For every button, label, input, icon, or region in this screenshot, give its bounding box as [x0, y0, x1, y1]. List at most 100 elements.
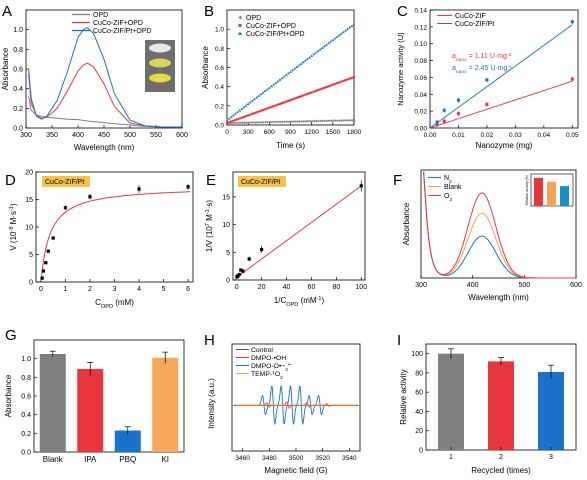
- x-tick-label: 300: [243, 129, 254, 136]
- data-point: [318, 48, 322, 51]
- data-point: [267, 86, 271, 89]
- data-point: [442, 119, 446, 123]
- data-point: [250, 121, 254, 124]
- x-tick-label: 60: [308, 284, 316, 291]
- data-point: [293, 97, 296, 100]
- x-axis-label: Wavelength (nm): [74, 143, 135, 152]
- x-tick-label: 0.02: [481, 132, 494, 139]
- y-tick-label: 0.08: [414, 58, 427, 65]
- y-tick-label: 0.0: [21, 450, 31, 457]
- data-point: [246, 102, 250, 105]
- legend-entry: OPD: [93, 12, 108, 19]
- data-point: [310, 91, 313, 94]
- panel-F: 300 400 500 600 Wavelength (nm) Absorbance N2B…: [402, 169, 582, 302]
- data-point: [303, 119, 307, 123]
- data-point: [268, 106, 271, 109]
- data-point: [242, 115, 246, 119]
- x-tick-label: 300: [20, 132, 32, 139]
- y-tick-label: 0.0: [13, 126, 23, 133]
- y-tick-label: 5: [29, 252, 33, 259]
- x-tick-label: 5: [162, 286, 166, 293]
- data-point: [46, 249, 50, 253]
- data-point: [308, 119, 311, 123]
- data-point: [350, 76, 353, 79]
- data-point: [302, 94, 305, 97]
- data-point: [299, 62, 303, 65]
- legend-entry: Control: [251, 347, 273, 354]
- data-point: [238, 117, 241, 120]
- data-point: [346, 118, 349, 122]
- y-tick-label: 0.8: [13, 47, 23, 54]
- x-tick-label: 400: [72, 132, 84, 139]
- data-point: [236, 118, 239, 121]
- data-point: [335, 119, 339, 122]
- data-point: [227, 117, 231, 120]
- legend-entry: CuCo-ZIF/Pt+OPD: [246, 31, 305, 38]
- y-tick-label: 0: [419, 448, 423, 455]
- x-tick-label: 0.04: [538, 132, 551, 139]
- data-point: [241, 269, 245, 273]
- data-point: [186, 185, 190, 189]
- x-tick-label: 0: [225, 129, 229, 136]
- data-point: [352, 22, 356, 26]
- data-point: [63, 206, 68, 210]
- data-point: [251, 99, 254, 102]
- data-point: [257, 94, 261, 97]
- panel-H: 3460 3480 3500 3520 3540 Magnetic field (G) In…: [207, 343, 361, 475]
- data-point: [261, 91, 265, 94]
- data-point: [321, 87, 324, 90]
- data-point: [289, 120, 292, 124]
- data-point: [339, 32, 343, 35]
- data-point: [329, 40, 333, 43]
- series-line: [28, 27, 182, 128]
- data-point: [286, 120, 290, 124]
- y-tick-label: 1.0: [13, 27, 23, 34]
- data-point: [286, 71, 290, 75]
- panel-letter-H: H: [204, 332, 215, 349]
- data-point: [297, 95, 301, 99]
- data-point: [348, 77, 351, 80]
- data-point: [314, 89, 317, 92]
- fit-line: [429, 24, 573, 129]
- y-tick-label: 0.4: [21, 412, 31, 419]
- series-line: [28, 62, 182, 128]
- data-point: [329, 119, 332, 123]
- data-point: [266, 107, 269, 110]
- data-point: [350, 118, 353, 122]
- data-point: [253, 121, 256, 124]
- plot-frame: [420, 169, 577, 279]
- data-point: [242, 121, 245, 125]
- bar: [438, 353, 464, 450]
- data-point: [247, 114, 250, 117]
- inset-chart: Relative activity (%): [525, 173, 574, 207]
- data-point: [44, 261, 48, 265]
- x-tick-label: 6: [186, 286, 190, 293]
- data-point: [306, 92, 309, 96]
- data-point: [333, 119, 336, 123]
- data-point: [234, 118, 237, 122]
- y-tick-label: 20: [25, 170, 33, 177]
- series-line: [423, 171, 576, 279]
- data-point: [247, 257, 251, 261]
- x-tick-label: 0.01: [452, 132, 465, 139]
- legend-entry: CuCo-ZIF: [455, 13, 486, 20]
- sample-label: CuCo-ZIF/Pt: [241, 179, 280, 186]
- x-tick-label: 40: [283, 284, 291, 291]
- data-point: [320, 46, 324, 49]
- x-tick-label: 450: [98, 132, 110, 139]
- data-point: [272, 83, 275, 86]
- data-point: [232, 119, 235, 122]
- data-point: [335, 82, 339, 85]
- panel-letter-I: I: [397, 332, 401, 349]
- data-point: [255, 121, 258, 124]
- data-point: [344, 29, 347, 32]
- x-tick-label: 0.00: [424, 132, 437, 139]
- data-point: [570, 20, 574, 24]
- y-tick-label: 1.0: [21, 356, 31, 363]
- data-point: [350, 24, 354, 27]
- data-point: [257, 120, 260, 124]
- data-point: [308, 55, 311, 59]
- bar: [538, 371, 564, 450]
- data-point: [255, 111, 258, 114]
